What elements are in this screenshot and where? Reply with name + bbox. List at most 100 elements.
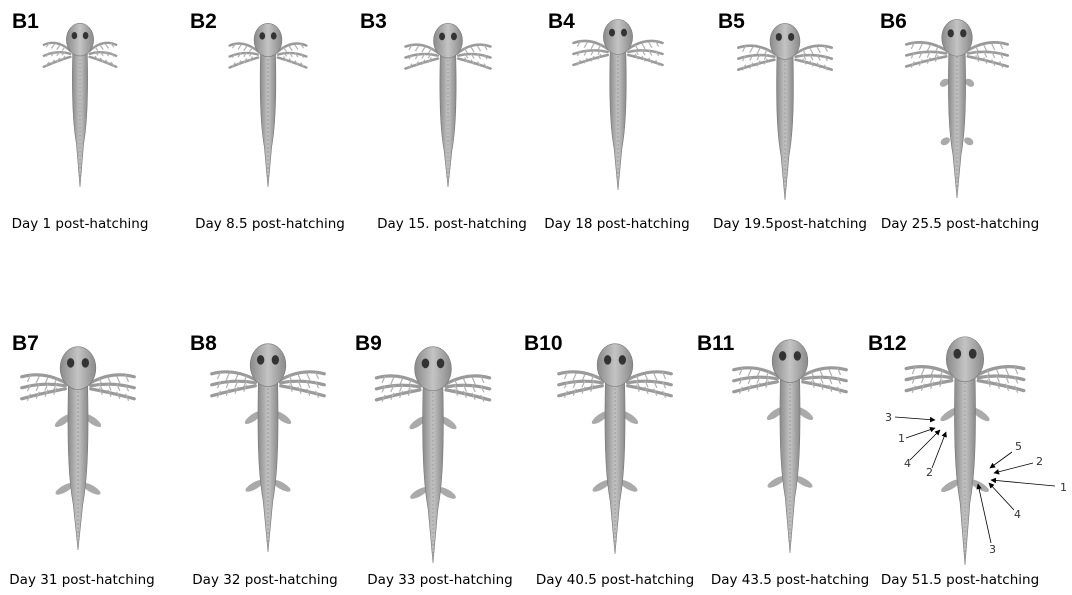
gill-filament [984,45,987,51]
head [415,347,452,391]
head [772,340,808,383]
eye [619,355,626,364]
panel-caption: Day 51.5 post-hatching [881,572,1039,588]
annotation-arrow [991,480,1055,486]
panel-label: B4 [548,10,575,33]
eye [960,29,966,37]
gill-filament [289,46,292,51]
annotation-number: 1 [898,432,905,445]
annotation-number: 3 [989,543,996,556]
head [770,23,800,59]
eye [422,359,430,369]
gill-filament [57,45,60,49]
gill-filament [478,46,481,51]
panel-label: B2 [190,10,217,33]
panel-caption: Day 1 post-hatching [12,216,149,232]
panel-label: B6 [880,10,907,33]
eye [272,355,279,364]
gill-filament [95,47,98,51]
body [440,51,456,187]
head [250,344,286,387]
annotation-arrow [989,483,1014,510]
panel: B11 Day 43.5 post-hatching [697,332,869,588]
annotation-number: 4 [1014,508,1021,521]
panel-label: B11 [697,332,735,355]
annotation-number: 4 [904,457,911,470]
gill [281,381,325,385]
panel-caption: Day 15. post-hatching [377,216,527,232]
panel-label: B1 [12,10,39,33]
panel-label: B8 [190,332,217,355]
panel-label: B9 [355,332,382,355]
body [423,379,444,563]
gill-filament [921,368,924,375]
annotation-arrow [978,484,991,543]
gill [559,381,603,385]
panel: B8 Day 32 post-hatching [190,332,338,588]
gill-filament [584,42,587,47]
panel: B1 Day 1 post-hatching [12,10,149,232]
hindleg [939,136,951,147]
head [434,23,463,58]
head [942,19,973,56]
panel: B2 Day 8.5 post-hatching [190,10,345,232]
panel: B3Day 15. post-hatching [360,10,527,232]
gill-filament [295,45,298,50]
eye [969,349,977,359]
gill-filament [817,47,820,53]
eye [609,29,615,37]
gill-filament [927,45,930,51]
panel-label: B10 [524,332,563,355]
panel-caption: Day 19.5post-hatching [713,216,867,232]
annotation-number: 1 [1060,481,1067,494]
eye [788,33,794,41]
gill [628,381,672,385]
eye [776,33,782,41]
gill-filament [244,46,247,51]
gill-filament [750,47,753,53]
body [260,50,276,187]
annotation-number: 3 [885,411,892,424]
annotation-number: 5 [1015,440,1022,453]
body [72,50,87,187]
gill [978,376,1024,380]
eye [437,359,445,369]
panel-caption: Day 40.5 post-hatching [536,572,694,588]
gill [376,385,420,389]
gill-filament [415,46,418,51]
gill-filament [1006,368,1009,375]
hindleg [963,136,975,147]
gill-filament [51,44,54,48]
annotation-arrow [895,417,935,420]
gill-filament [992,44,995,50]
eye [67,358,74,367]
gill-filament [810,48,813,54]
gill-filament [573,373,576,380]
gill [803,377,847,381]
annotation-arrow [932,432,946,468]
eye [83,32,89,39]
eye [948,29,954,37]
gill [212,381,256,385]
gill [22,384,66,388]
gill-filament [642,44,645,49]
eye [604,355,611,364]
gill-filament [36,376,39,383]
head [66,23,93,56]
gill-filament [919,44,922,50]
panel: B12Day 51.5 post-hatching314252143 [868,332,1067,588]
panel-label: B5 [718,10,745,33]
panel-caption: Day 32 post-hatching [192,572,337,588]
panel-label: B7 [12,332,39,355]
figure: B1 Day 1 post-hatching B2 Day 8.5 post-hatc… [0,0,1072,595]
gill-filament [654,373,657,380]
panel-caption: Day 25.5 post-hatching [881,216,1039,232]
panel-caption: Day 43.5 post-hatching [711,572,869,588]
panel-caption: Day 8.5 post-hatching [195,216,345,232]
eye [451,33,457,41]
gill [91,384,135,388]
eye [779,351,786,360]
eye [271,32,277,39]
gill-filament [829,369,832,376]
